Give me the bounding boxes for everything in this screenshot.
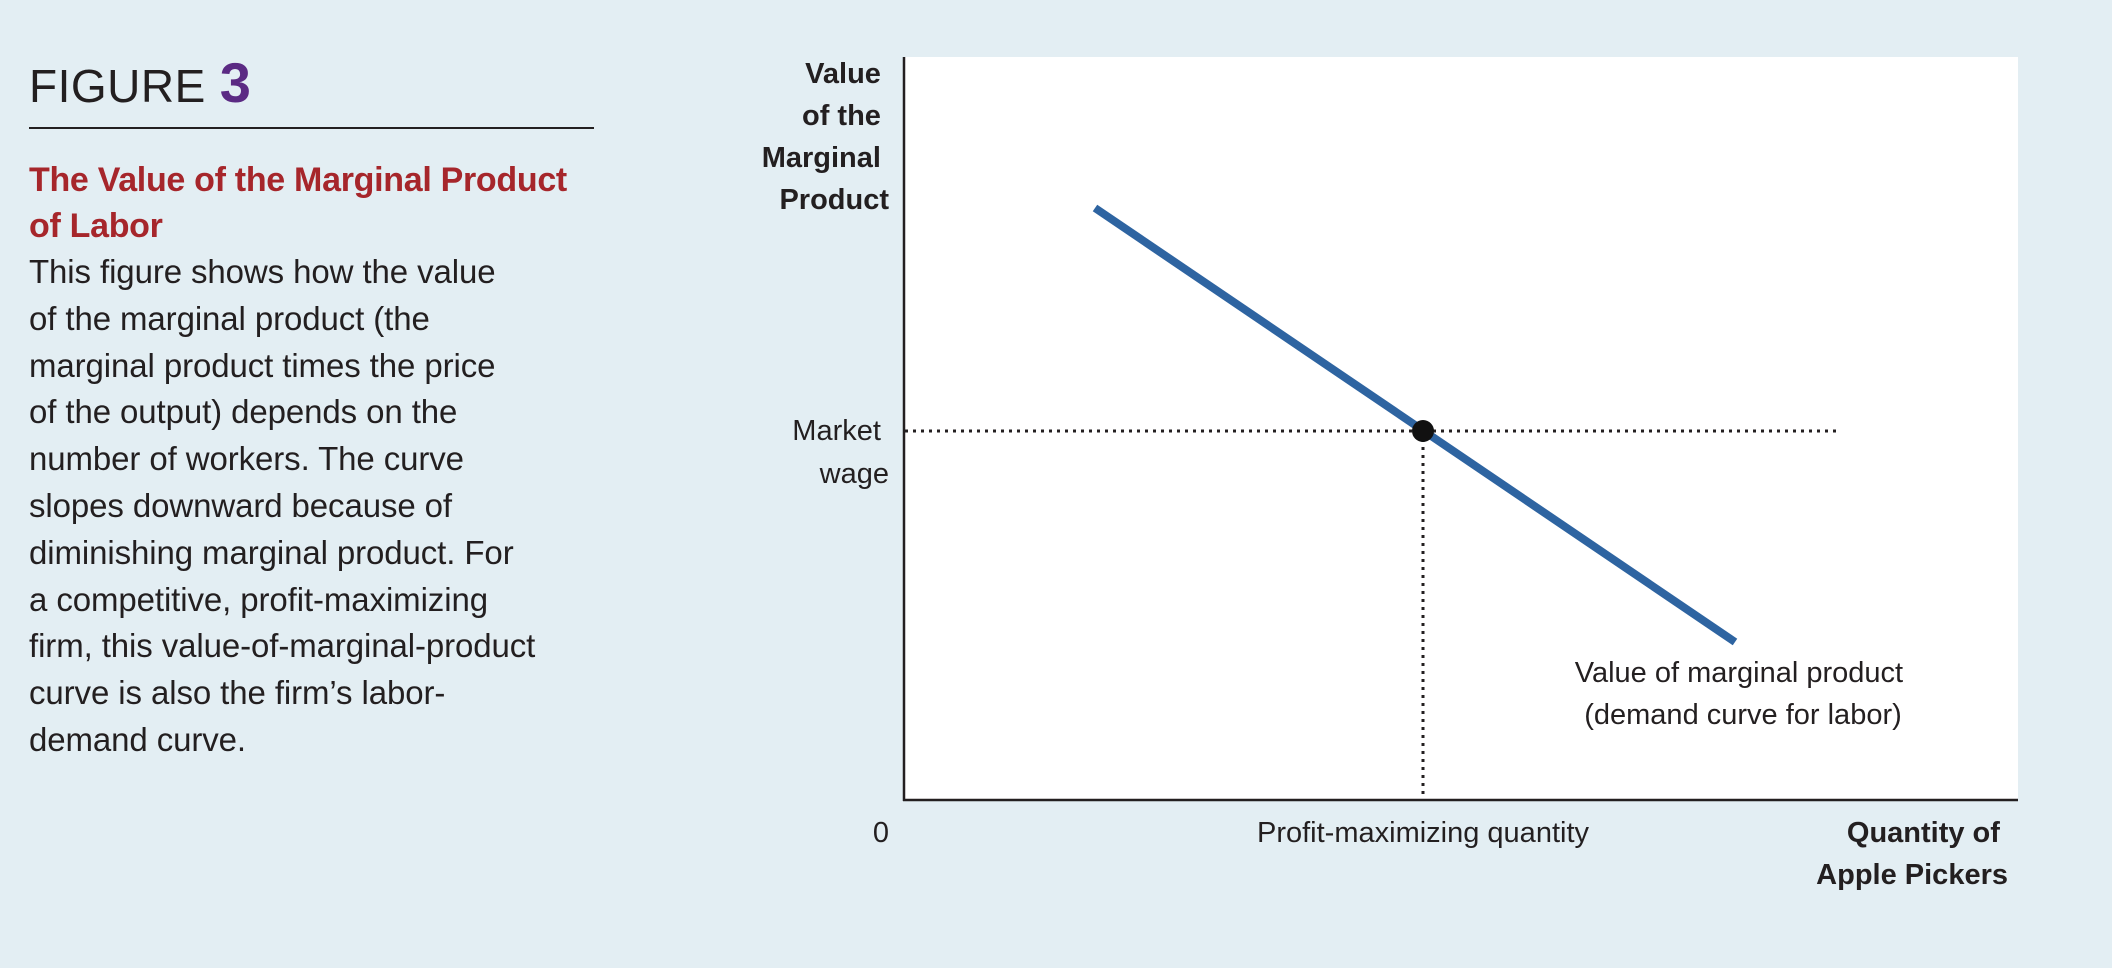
description-line: slopes downward because of	[29, 486, 453, 524]
plot-area	[904, 57, 2018, 800]
description-line: demand curve.	[29, 720, 246, 758]
description-line: diminishing marginal product. For	[29, 533, 514, 571]
x-axis-label-line: Quantity of	[1847, 817, 2000, 849]
market-wage-label-line: Market	[792, 415, 881, 447]
origin-label: 0	[873, 817, 889, 849]
figure-heading: FIGURE 3	[29, 50, 594, 129]
description-line: curve is also the firm’s labor-	[29, 674, 446, 712]
curve-label-line: Value of marginal product	[1575, 657, 1903, 689]
description-line: of the marginal product (the	[29, 299, 430, 337]
figure-description: This figure shows how the value of the m…	[29, 249, 594, 764]
x-axis-label-line: Apple Pickers	[1816, 859, 2008, 891]
market-wage-label-line: wage	[819, 458, 889, 490]
description-line: This figure shows how the value	[29, 253, 496, 290]
y-axis-label: Value of the Marginal Product	[762, 58, 890, 216]
equilibrium-point	[1412, 420, 1434, 442]
y-axis-label-line: Value	[805, 58, 881, 90]
curve-label: Value of marginal product (demand curve …	[1575, 657, 1911, 731]
profit-maximizing-quantity-label: Profit-maximizing quantity	[1257, 817, 1589, 849]
y-axis-label-line: Product	[779, 184, 889, 216]
description-line: a competitive, profit-maximizing	[29, 580, 488, 618]
figure-label: FIGURE	[29, 60, 206, 112]
y-axis-label-line: of the	[802, 100, 881, 132]
x-axis-label: Quantity of Apple Pickers	[1816, 817, 2008, 891]
figure-title-line: of Labor	[29, 207, 163, 245]
curve-label-line: (demand curve for labor)	[1584, 699, 1902, 731]
description-line: number of workers. The curve	[29, 440, 464, 478]
figure-title: The Value of the Marginal Product of Lab…	[29, 157, 594, 249]
y-axis-label-line: Marginal	[762, 142, 881, 174]
description-line: firm, this value-of-marginal-product	[29, 627, 536, 665]
description-line: marginal product times the price	[29, 346, 496, 384]
figure-caption: FIGURE 3 The Value of the Marginal Produ…	[29, 50, 594, 764]
figure-number: 3	[219, 51, 251, 114]
description-line: of the output) depends on the	[29, 393, 458, 431]
figure-title-line: The Value of the Marginal Product	[29, 161, 567, 199]
market-wage-label: Market wage	[792, 415, 889, 490]
